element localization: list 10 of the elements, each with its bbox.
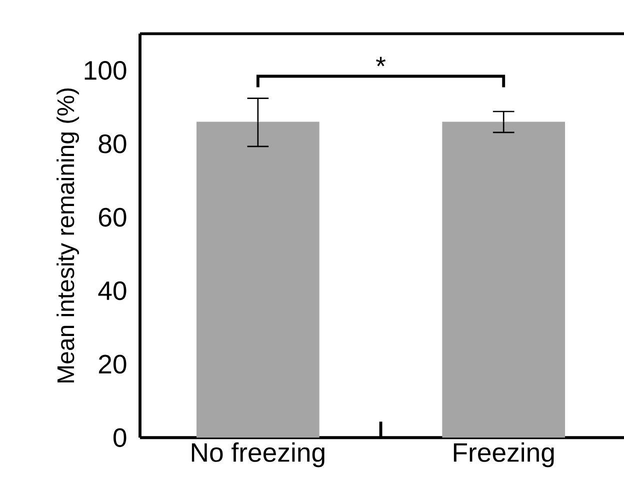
y-tick-label: 60 xyxy=(98,208,126,227)
x-tick-label: Freezing xyxy=(454,442,554,468)
y-tick-label: 80 xyxy=(98,134,126,154)
y-tick-label: 20 xyxy=(98,354,126,374)
y-tick-label: 40 xyxy=(98,281,126,300)
y-tick-label: 100 xyxy=(84,60,126,80)
x-tick-label: No freezing xyxy=(192,442,324,468)
y-axis-title: Mean intesity remaining (%) xyxy=(56,88,79,382)
annotation: * xyxy=(376,56,386,66)
y-tick-label: 0 xyxy=(114,428,126,448)
